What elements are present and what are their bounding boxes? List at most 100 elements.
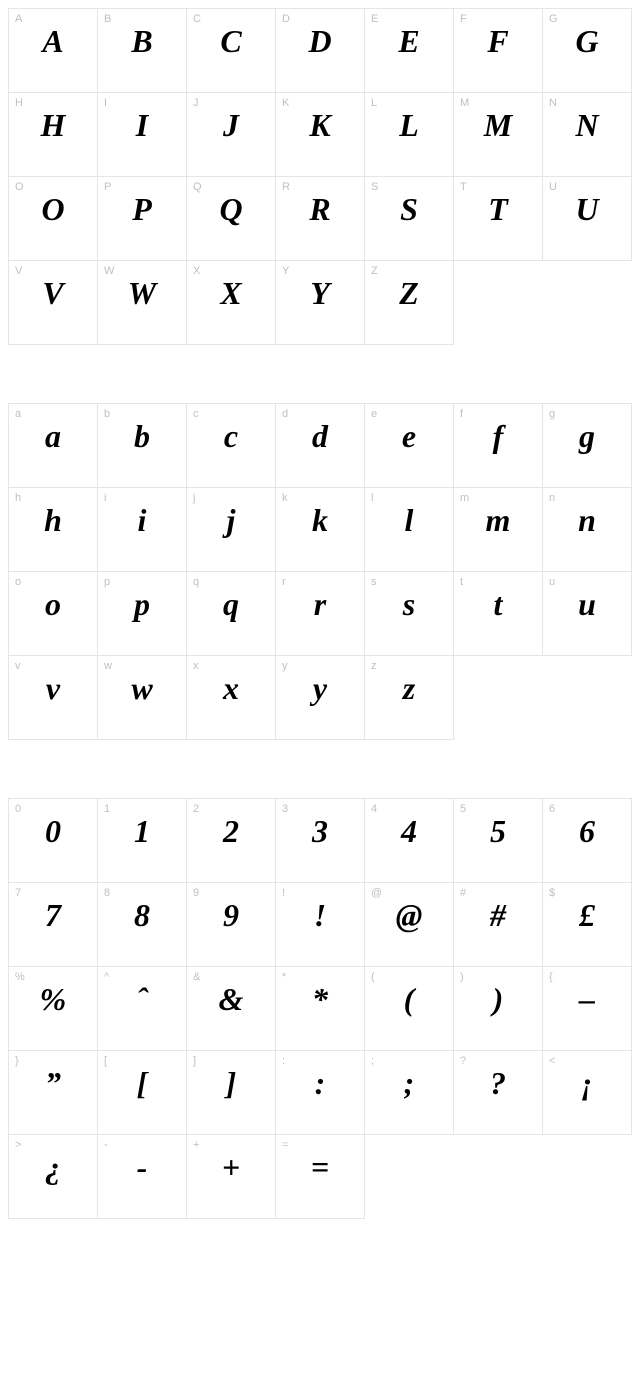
glyph-cell[interactable]: HH: [9, 93, 98, 177]
glyph-cell[interactable]: ]]: [187, 1051, 276, 1135]
glyph-display: (: [365, 983, 453, 1015]
glyph-cell[interactable]: WW: [98, 261, 187, 345]
glyph-cell[interactable]: KK: [276, 93, 365, 177]
glyph-cell[interactable]: 11: [98, 799, 187, 883]
glyph-key-label: 1: [104, 803, 110, 815]
glyph-key-label: o: [15, 576, 21, 588]
glyph-cell[interactable]: xx: [187, 656, 276, 740]
glyph-cell[interactable]: bb: [98, 404, 187, 488]
glyph-cell[interactable]: aa: [9, 404, 98, 488]
glyph-cell[interactable]: CC: [187, 9, 276, 93]
glyph-cell[interactable]: NN: [543, 93, 632, 177]
glyph-display: 2: [187, 815, 275, 847]
glyph-cell[interactable]: --: [98, 1135, 187, 1219]
glyph-cell[interactable]: uu: [543, 572, 632, 656]
glyph-cell[interactable]: ee: [365, 404, 454, 488]
glyph-cell[interactable]: RR: [276, 177, 365, 261]
glyph-cell[interactable]: 66: [543, 799, 632, 883]
glyph-cell[interactable]: ss: [365, 572, 454, 656]
glyph-cell[interactable]: $£: [543, 883, 632, 967]
glyph-cell[interactable]: BB: [98, 9, 187, 93]
glyph-display: 8: [98, 899, 186, 931]
glyph-cell[interactable]: DD: [276, 9, 365, 93]
glyph-cell[interactable]: jj: [187, 488, 276, 572]
glyph-cell[interactable]: }”: [9, 1051, 98, 1135]
glyph-display: ”: [9, 1067, 97, 1099]
glyph-cell[interactable]: 00: [9, 799, 98, 883]
glyph-cell[interactable]: 55: [454, 799, 543, 883]
glyph-cell[interactable]: MM: [454, 93, 543, 177]
glyph-cell[interactable]: ff: [454, 404, 543, 488]
glyph-cell[interactable]: &&: [187, 967, 276, 1051]
glyph-cell[interactable]: AA: [9, 9, 98, 93]
glyph-cell[interactable]: ??: [454, 1051, 543, 1135]
glyph-cell[interactable]: 22: [187, 799, 276, 883]
glyph-cell[interactable]: yy: [276, 656, 365, 740]
glyph-cell[interactable]: UU: [543, 177, 632, 261]
glyph-cell[interactable]: gg: [543, 404, 632, 488]
glyph-cell[interactable]: OO: [9, 177, 98, 261]
glyph-cell[interactable]: FF: [454, 9, 543, 93]
glyph-cell[interactable]: LL: [365, 93, 454, 177]
glyph-cell[interactable]: ::: [276, 1051, 365, 1135]
glyph-display: B: [98, 25, 186, 57]
glyph-display: x: [187, 672, 275, 704]
glyph-cell[interactable]: ll: [365, 488, 454, 572]
glyph-cell[interactable]: YY: [276, 261, 365, 345]
glyph-cell[interactable]: SS: [365, 177, 454, 261]
glyph-cell[interactable]: >¿: [9, 1135, 98, 1219]
glyph-cell[interactable]: [[: [98, 1051, 187, 1135]
glyph-cell[interactable]: ++: [187, 1135, 276, 1219]
glyph-cell[interactable]: JJ: [187, 93, 276, 177]
glyph-cell[interactable]: %%: [9, 967, 98, 1051]
glyph-cell[interactable]: EE: [365, 9, 454, 93]
glyph-cell[interactable]: 44: [365, 799, 454, 883]
glyph-key-label: 2: [193, 803, 199, 815]
glyph-cell[interactable]: ii: [98, 488, 187, 572]
glyph-cell[interactable]: ((: [365, 967, 454, 1051]
glyph-key-label: :: [282, 1055, 285, 1067]
glyph-cell[interactable]: PP: [98, 177, 187, 261]
glyph-cell[interactable]: ww: [98, 656, 187, 740]
glyph-cell[interactable]: rr: [276, 572, 365, 656]
glyph-cell[interactable]: dd: [276, 404, 365, 488]
glyph-cell[interactable]: 77: [9, 883, 98, 967]
glyph-cell[interactable]: @@: [365, 883, 454, 967]
glyph-cell[interactable]: 99: [187, 883, 276, 967]
glyph-cell[interactable]: ^ˆ: [98, 967, 187, 1051]
glyph-cell[interactable]: cc: [187, 404, 276, 488]
glyph-cell[interactable]: mm: [454, 488, 543, 572]
glyph-cell[interactable]: )): [454, 967, 543, 1051]
glyph-cell[interactable]: XX: [187, 261, 276, 345]
glyph-cell[interactable]: 33: [276, 799, 365, 883]
glyph-cell[interactable]: pp: [98, 572, 187, 656]
glyph-display: 7: [9, 899, 97, 931]
glyph-cell[interactable]: ZZ: [365, 261, 454, 345]
glyph-key-label: ^: [104, 971, 109, 983]
glyph-cell[interactable]: TT: [454, 177, 543, 261]
glyph-cell[interactable]: 88: [98, 883, 187, 967]
glyph-cell[interactable]: ##: [454, 883, 543, 967]
glyph-display: l: [365, 504, 453, 536]
glyph-cell[interactable]: zz: [365, 656, 454, 740]
glyph-cell[interactable]: !!: [276, 883, 365, 967]
glyph-cell[interactable]: {–: [543, 967, 632, 1051]
glyph-display: ): [454, 983, 542, 1015]
glyph-cell[interactable]: tt: [454, 572, 543, 656]
glyph-cell[interactable]: qq: [187, 572, 276, 656]
glyph-cell[interactable]: II: [98, 93, 187, 177]
glyph-cell[interactable]: ==: [276, 1135, 365, 1219]
glyph-cell[interactable]: oo: [9, 572, 98, 656]
glyph-cell[interactable]: GG: [543, 9, 632, 93]
glyph-cell[interactable]: kk: [276, 488, 365, 572]
glyph-cell[interactable]: ;;: [365, 1051, 454, 1135]
glyph-cell[interactable]: QQ: [187, 177, 276, 261]
glyph-cell[interactable]: VV: [9, 261, 98, 345]
glyph-cell[interactable]: <¡: [543, 1051, 632, 1135]
glyph-cell[interactable]: vv: [9, 656, 98, 740]
glyph-key-label: *: [282, 971, 286, 983]
glyph-cell[interactable]: hh: [9, 488, 98, 572]
glyph-cell[interactable]: nn: [543, 488, 632, 572]
glyph-cell[interactable]: **: [276, 967, 365, 1051]
glyph-key-label: m: [460, 492, 469, 504]
